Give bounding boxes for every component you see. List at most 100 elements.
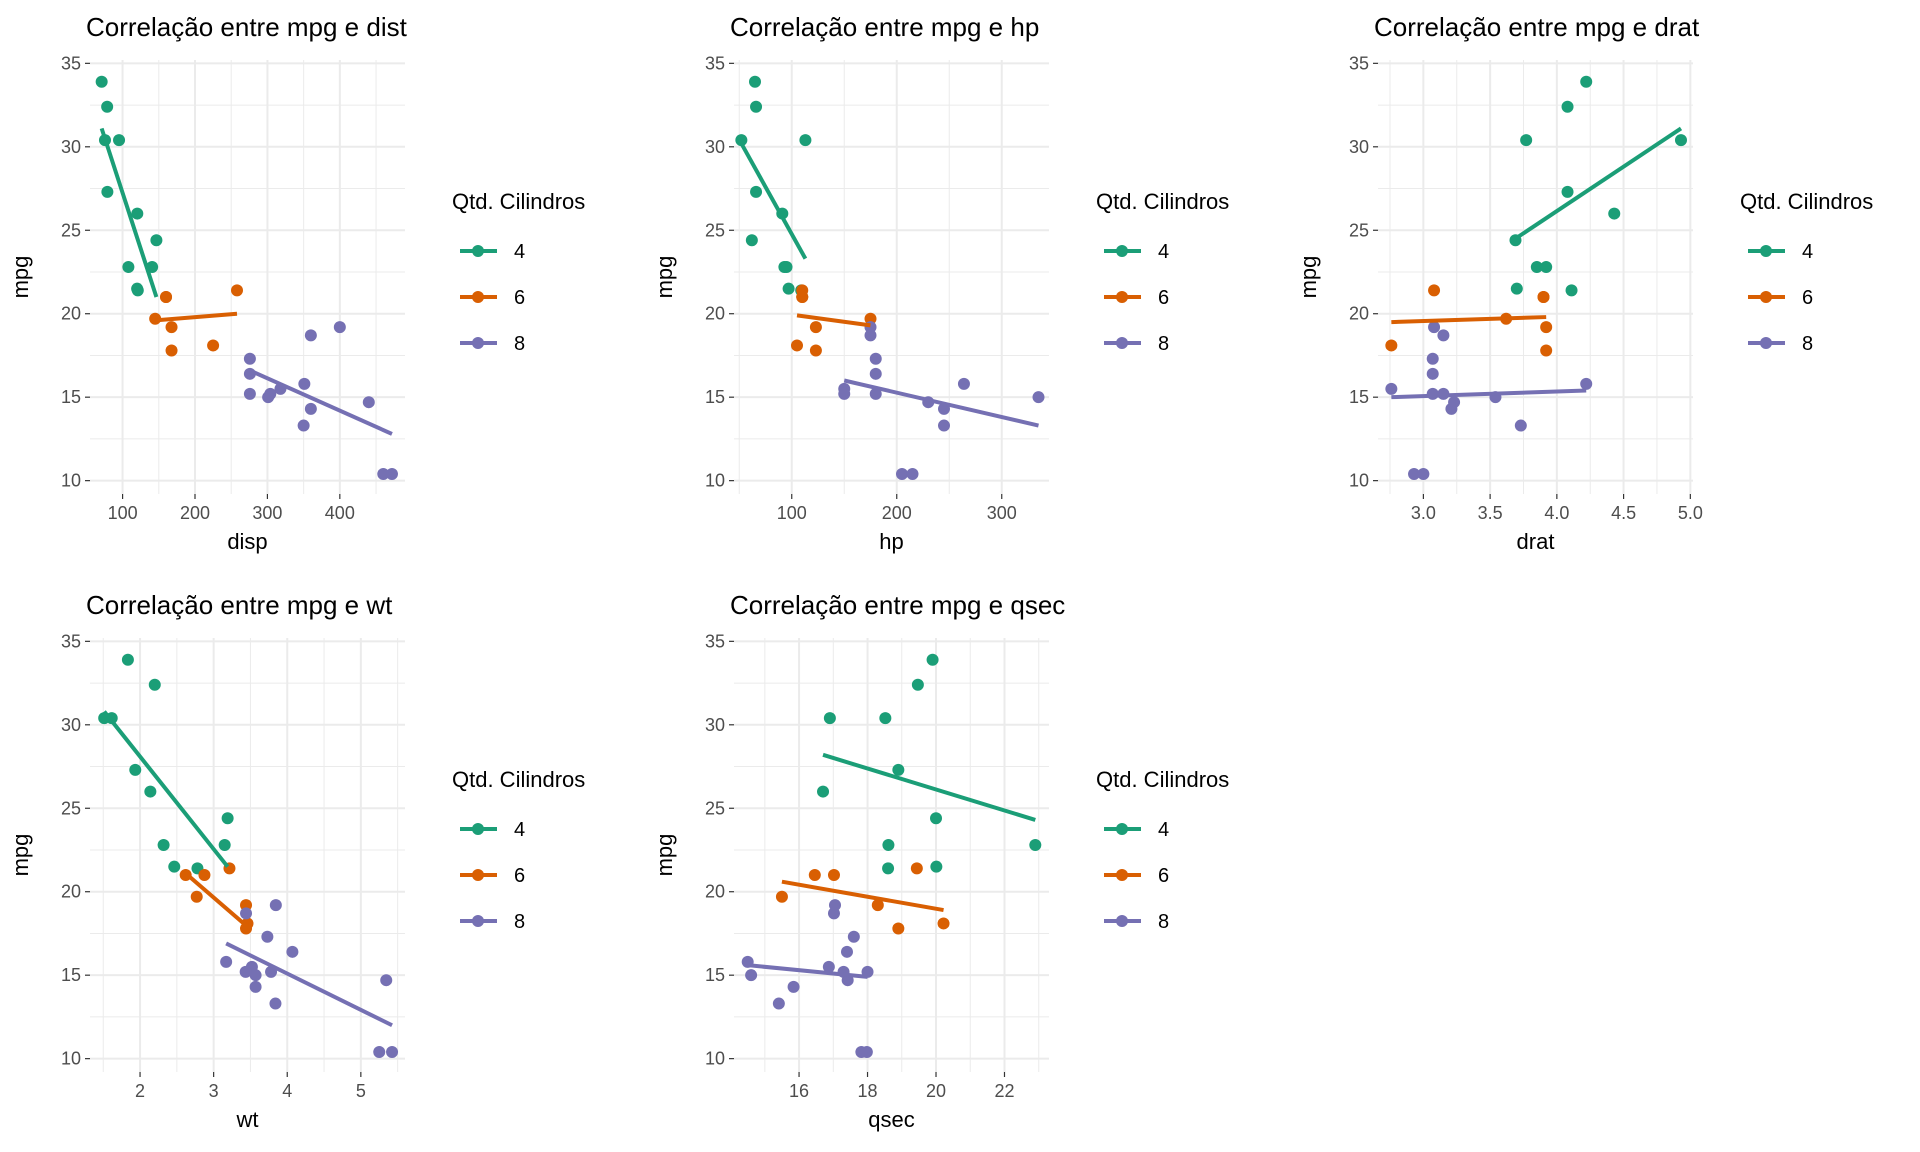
data-point-cyl-6	[165, 344, 178, 357]
x-tick-label: 4	[282, 1081, 292, 1101]
x-tick-label: 4.0	[1544, 503, 1569, 523]
x-axis-label: qsec	[868, 1107, 914, 1132]
legend-title: Qtd. Cilindros	[1096, 189, 1229, 214]
x-tick-label: 16	[789, 1081, 809, 1101]
data-point-cyl-4	[1530, 260, 1543, 273]
data-point-cyl-8	[373, 1045, 386, 1058]
data-point-cyl-4	[144, 785, 157, 798]
data-point-cyl-4	[750, 100, 763, 113]
data-point-cyl-6	[937, 917, 950, 930]
data-point-cyl-8	[869, 352, 882, 365]
y-tick-label: 20	[705, 304, 725, 324]
chart-title: Correlação entre mpg e drat	[1374, 12, 1700, 42]
data-point-cyl-4	[1561, 185, 1574, 198]
y-tick-label: 25	[1349, 220, 1369, 240]
data-point-cyl-8	[855, 1045, 868, 1058]
data-point-cyl-4	[218, 838, 231, 851]
data-point-cyl-8	[249, 980, 262, 993]
data-point-cyl-8	[772, 997, 785, 1010]
data-point-cyl-6	[809, 321, 822, 334]
fit-line-cyl-8	[1391, 388, 1587, 400]
legend-key-point	[1116, 869, 1128, 881]
data-point-cyl-6	[240, 899, 253, 912]
legend-label: 8	[514, 911, 525, 933]
data-point-cyl-8	[377, 467, 390, 480]
data-point-cyl-6	[796, 284, 809, 297]
y-tick-label: 10	[61, 1049, 81, 1069]
legend-title: Qtd. Cilindros	[1740, 189, 1873, 214]
legend: Qtd. Cilindros 4 6 8	[452, 189, 585, 355]
data-point-cyl-6	[207, 339, 220, 352]
y-tick-label: 25	[705, 220, 725, 240]
y-tick-label: 25	[61, 798, 81, 818]
data-point-cyl-6	[871, 899, 884, 912]
y-tick-label: 30	[61, 715, 81, 735]
data-point-cyl-8	[220, 955, 233, 968]
legend-label: 6	[1158, 287, 1169, 309]
legend-label: 4	[514, 241, 525, 263]
legend-key-point	[472, 869, 484, 881]
data-point-cyl-6	[791, 339, 803, 352]
y-tick-label: 30	[61, 137, 81, 157]
legend: Qtd. Cilindros 4 6 8	[1740, 189, 1873, 355]
data-point-cyl-6	[1537, 291, 1550, 304]
data-point-cyl-8	[380, 974, 393, 987]
legend: Qtd. Cilindros 4 6 8	[452, 767, 585, 933]
data-point-cyl-4	[113, 134, 126, 147]
data-point-cyl-4	[879, 712, 892, 725]
data-point-cyl-8	[938, 419, 950, 432]
data-point-cyl-8	[286, 945, 299, 958]
data-point-cyl-8	[261, 930, 274, 943]
data-point-cyl-4	[799, 134, 812, 147]
chart-title: Correlação entre mpg e wt	[86, 590, 393, 620]
y-tick-label: 35	[1349, 53, 1369, 73]
y-tick-label: 35	[705, 53, 725, 73]
data-point-cyl-4	[168, 860, 181, 873]
y-axis-label: mpg	[652, 256, 677, 299]
data-point-cyl-8	[243, 352, 256, 365]
data-point-cyl-6	[1385, 339, 1398, 352]
data-point-cyl-6	[864, 312, 877, 325]
legend-key-point	[472, 823, 484, 835]
data-point-cyl-4	[735, 134, 748, 147]
x-tick-label: 200	[180, 503, 210, 523]
data-point-cyl-6	[1540, 321, 1553, 334]
y-tick-label: 15	[705, 387, 725, 407]
y-tick-label: 15	[1349, 387, 1369, 407]
legend-key-point	[1760, 337, 1772, 349]
y-tick-label: 15	[705, 965, 725, 985]
y-axis-label: mpg	[8, 256, 33, 299]
legend-label: 6	[1158, 865, 1169, 887]
data-point-cyl-6	[165, 321, 178, 334]
y-tick-label: 30	[705, 137, 725, 157]
data-point-cyl-8	[864, 329, 877, 342]
legend-label: 4	[1802, 241, 1813, 263]
x-tick-label: 100	[108, 503, 138, 523]
fit-line-cyl-8	[249, 368, 393, 436]
data-point-cyl-4	[780, 260, 793, 273]
data-point-cyl-8	[386, 1045, 399, 1058]
data-point-cyl-4	[782, 282, 795, 295]
fit-line-cyl-6	[155, 311, 238, 323]
fit-line-cyl-4	[99, 127, 159, 298]
data-point-cyl-4	[911, 678, 924, 691]
data-point-cyl-8	[304, 329, 317, 342]
x-tick-label: 5	[356, 1081, 366, 1101]
legend-label: 8	[1158, 911, 1169, 933]
data-point-cyl-8	[249, 969, 262, 982]
data-point-cyl-4	[1580, 75, 1593, 88]
legend-label: 6	[514, 287, 525, 309]
data-point-cyl-6	[1428, 284, 1441, 297]
data-point-cyl-8	[838, 387, 851, 400]
data-point-cyl-4	[745, 234, 758, 247]
legend-key-point	[1116, 337, 1128, 349]
data-point-cyl-8	[829, 899, 842, 912]
y-tick-label: 30	[705, 715, 725, 735]
data-point-cyl-4	[1674, 134, 1687, 147]
data-point-cyl-8	[869, 367, 882, 380]
legend-key-point	[1116, 245, 1128, 257]
legend-key-point	[1760, 245, 1772, 257]
data-point-cyl-8	[906, 467, 919, 480]
